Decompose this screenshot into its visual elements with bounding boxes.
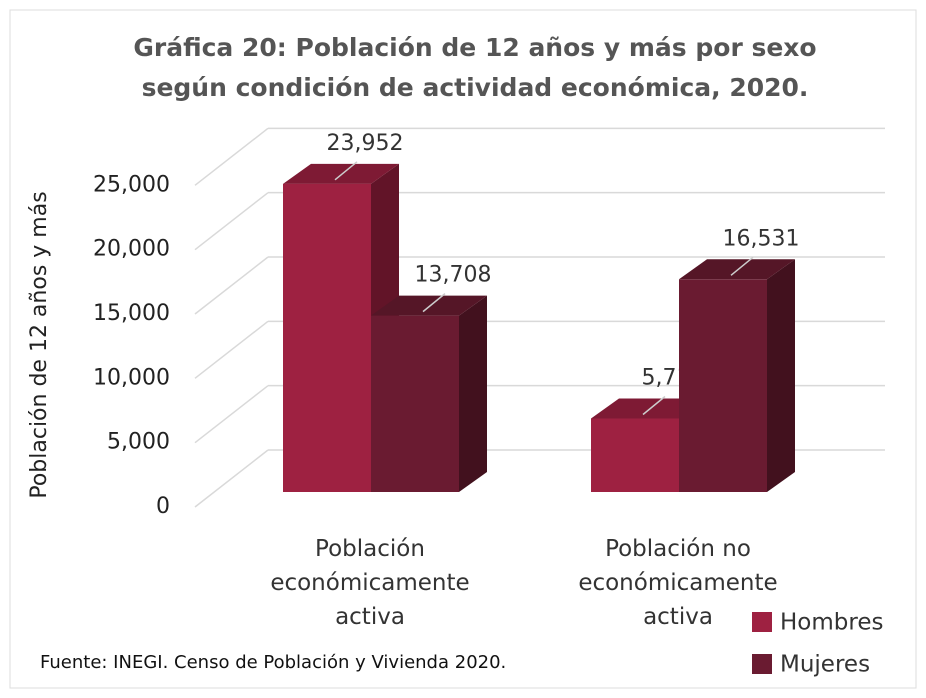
grid-diagonal [194, 449, 269, 508]
y-tick-label: 15,000 [93, 301, 170, 326]
bar-side [767, 259, 795, 492]
y-tick-label: 10,000 [93, 365, 170, 390]
chart-title: Gráfica 20: Población de 12 años y más p… [133, 33, 817, 102]
leader-line [642, 395, 666, 416]
bar-top [283, 163, 399, 184]
bar [283, 183, 371, 492]
legend-swatch [752, 612, 772, 632]
leader-line [422, 293, 446, 313]
bar-side [459, 295, 487, 492]
legend-label: Hombres [780, 610, 883, 636]
value-label: 23,952 [327, 131, 404, 156]
grid-diagonal [194, 192, 269, 251]
x-tick-label: Población económicamente activa [270, 536, 470, 630]
bar-top [679, 259, 795, 280]
grid-diagonal [194, 127, 269, 186]
y-tick-label: 5,000 [107, 430, 170, 455]
bar-top [591, 398, 707, 419]
legend-label: Mujeres [780, 652, 870, 678]
source: Fuente: INEGI. Censo de Población y Vivi… [40, 652, 507, 673]
grid-diagonal [194, 320, 269, 379]
bar [371, 315, 459, 492]
y-tick-label: 0 [156, 494, 170, 519]
value-label: 13,708 [415, 263, 492, 288]
leader-line [730, 256, 754, 276]
bar [591, 418, 679, 492]
y-tick-label: 25,000 [93, 172, 170, 197]
grid-diagonal [194, 385, 269, 444]
bar-top [371, 295, 487, 316]
y-tick-label: 20,000 [93, 237, 170, 262]
value-label: 16,531 [723, 226, 800, 251]
y-axis-label: Población de 12 años y más [27, 191, 52, 498]
frame [9, 9, 917, 689]
bar [679, 279, 767, 492]
x-tick-label: Población no económicamente activa [578, 536, 778, 630]
leader-line [334, 161, 358, 181]
grid-diagonal [194, 256, 269, 315]
legend-swatch [752, 654, 772, 674]
